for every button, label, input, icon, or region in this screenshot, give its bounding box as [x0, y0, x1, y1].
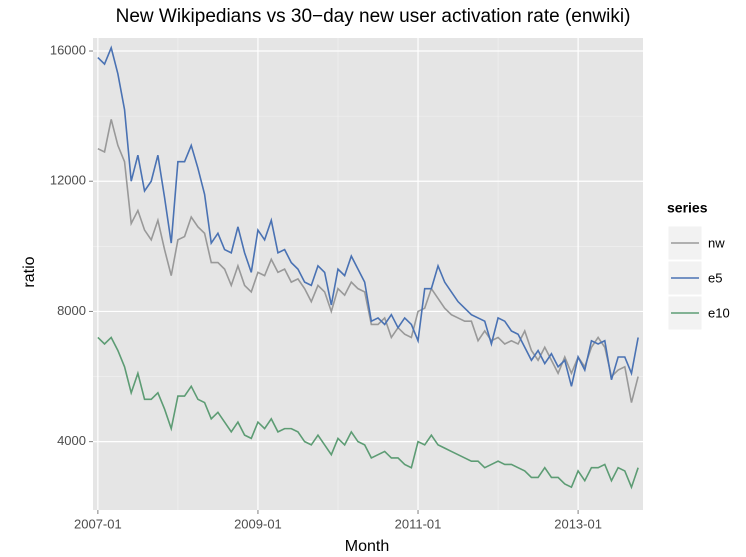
y-tick-label: 12000 [50, 173, 86, 188]
chart-title: New Wikipedians vs 30−day new user activ… [116, 6, 631, 27]
legend-label: nw [708, 235, 725, 250]
y-tick-label: 8000 [57, 303, 86, 318]
legend-label: e5 [708, 270, 722, 285]
plot-panel [93, 38, 643, 510]
series-line [97, 45, 639, 387]
y-tick-label: 4000 [57, 433, 86, 448]
y-tick-label: 16000 [50, 42, 86, 57]
x-tick-label: 2011-01 [395, 516, 442, 531]
series-line [97, 119, 639, 403]
x-tick-label: 2009-01 [234, 516, 282, 531]
x-tick-label: 2013-01 [554, 516, 602, 531]
legend-title: series [667, 200, 708, 216]
x-tick-label: 2007-01 [74, 516, 122, 531]
series-line [97, 336, 639, 490]
y-axis-label: ratio [21, 256, 38, 287]
legend-label: e10 [708, 305, 730, 320]
x-axis-label: Month [345, 538, 389, 555]
